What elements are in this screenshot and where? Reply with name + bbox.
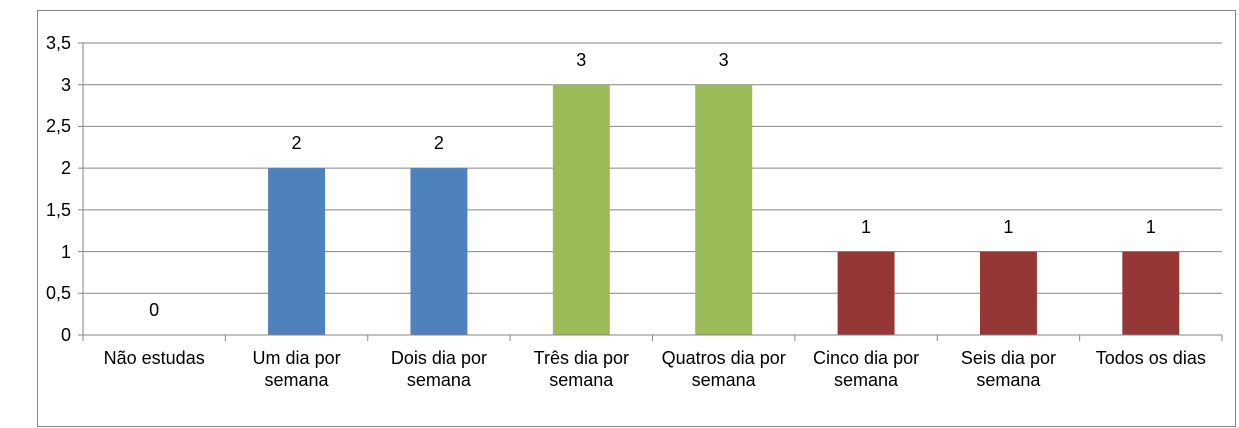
y-tick-label: 2,5 <box>45 116 71 137</box>
x-tick-label: Todos os dias <box>1095 348 1206 368</box>
x-tick-label: Cinco dia por semana <box>813 348 920 390</box>
x-tick-label: Seis dia por semana <box>960 348 1056 390</box>
x-tick-label: Quatros dia por semana <box>661 348 786 390</box>
data-label: 1 <box>1145 216 1156 237</box>
data-label: 3 <box>718 49 729 70</box>
data-label: 2 <box>291 133 302 154</box>
data-label: 1 <box>861 216 872 237</box>
y-tick-label: 1 <box>60 241 71 262</box>
y-tick-label: 0 <box>60 325 71 345</box>
y-tick-label: 1,5 <box>45 199 71 220</box>
x-tick-label: Não estudas <box>103 348 205 368</box>
data-label: 3 <box>576 49 587 70</box>
chart-border <box>37 10 1236 427</box>
data-label: 0 <box>149 300 160 320</box>
bar <box>979 251 1037 335</box>
x-tick-label: Dois dia por semana <box>390 348 487 390</box>
y-tick-label: 2 <box>60 158 71 179</box>
y-tick-label: 3,5 <box>45 33 71 53</box>
bar <box>695 84 753 335</box>
bar <box>268 168 326 335</box>
bar <box>410 168 468 335</box>
x-tick-label: Três dia por semana <box>533 348 629 390</box>
x-tick-label: Um dia por semana <box>252 348 341 390</box>
bar <box>552 84 610 335</box>
y-tick-label: 3 <box>60 74 71 95</box>
bar <box>1122 251 1180 335</box>
data-label: 1 <box>1003 216 1014 237</box>
y-tick-label: 0,5 <box>45 283 71 304</box>
bar <box>837 251 895 335</box>
data-label: 2 <box>433 133 444 154</box>
